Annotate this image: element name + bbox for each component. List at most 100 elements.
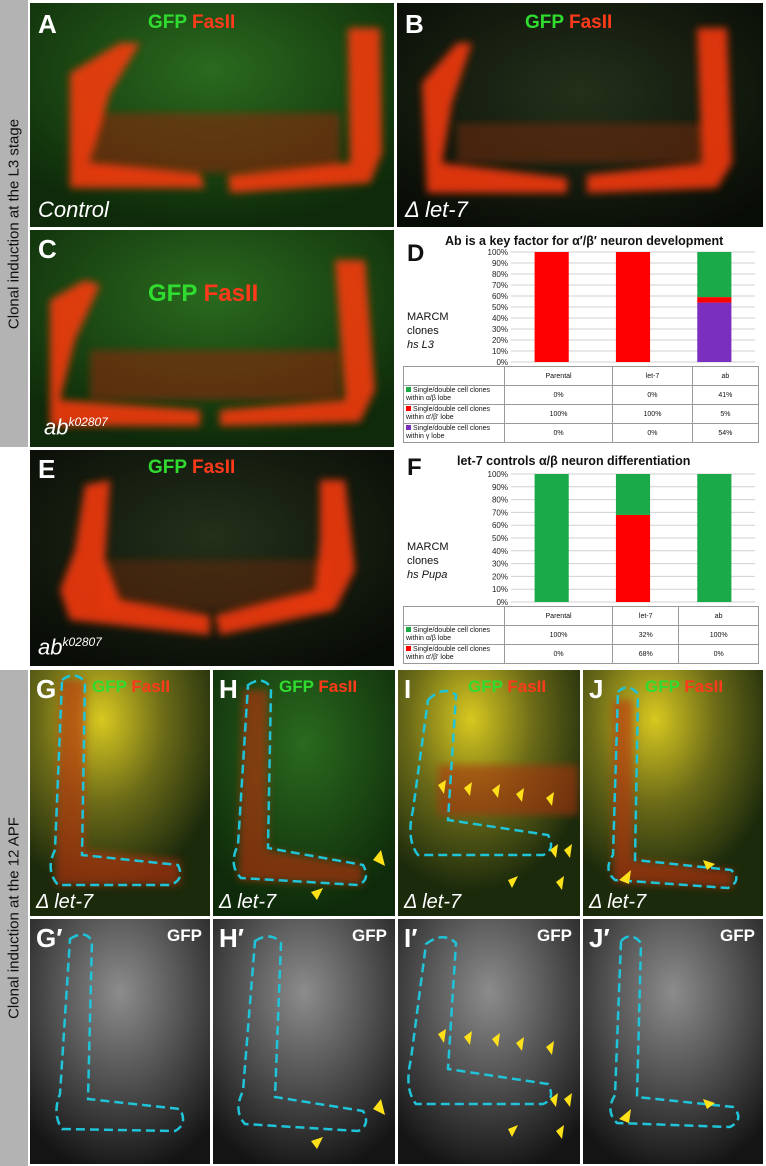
panel-label-j: J bbox=[589, 674, 604, 704]
y-tick-label: 50% bbox=[492, 534, 508, 543]
genotype-label-j: Δ let-7 bbox=[589, 891, 647, 913]
data-label: 0% bbox=[612, 423, 693, 443]
genotype-label-a: Control bbox=[38, 197, 109, 222]
stain-label-a: GFP FasII bbox=[148, 13, 235, 32]
chart-f-title: let-7 controls α/β neuron differentiatio… bbox=[457, 454, 691, 468]
chart-f: F let-7 controls α/β neuron differentiat… bbox=[397, 450, 763, 666]
data-label: 5% bbox=[691, 404, 760, 424]
stain-label-j: GFP FasII bbox=[645, 678, 723, 695]
bar-segment bbox=[534, 252, 569, 362]
chart-d-table: Parental let-7 ab Single/double cell clones… bbox=[403, 366, 760, 443]
arrowhead-icon bbox=[550, 1093, 558, 1107]
genotype-label-b: Δ let-7 bbox=[405, 197, 468, 222]
legend-entry: Single/double cell clones within α/β lob… bbox=[403, 385, 505, 405]
genotype-label-h: Δ let-7 bbox=[219, 891, 277, 913]
arrowhead-icon bbox=[564, 1093, 572, 1107]
table-row: Single/double cell clones within α′/β′ l… bbox=[403, 404, 760, 424]
panel-g-image: G GFP FasII Δ let-7 bbox=[30, 670, 210, 916]
arrowhead-icon bbox=[373, 1099, 385, 1115]
gfp-label: GFP bbox=[148, 280, 197, 307]
bar-segment bbox=[534, 474, 569, 602]
data-label: 0% bbox=[503, 644, 614, 664]
panel-e-image: E GFP FasII abk02807 bbox=[30, 450, 394, 666]
arrowhead-icon bbox=[516, 788, 524, 802]
gfp-label-j-prime: GFP bbox=[720, 926, 755, 945]
legend-label: Single/double cell clones within α/β lob… bbox=[406, 387, 491, 402]
arrowhead-icon bbox=[438, 1029, 446, 1043]
arrow-icon bbox=[619, 1109, 631, 1123]
y-tick-label: 30% bbox=[492, 325, 508, 334]
arrow-icon bbox=[703, 860, 715, 870]
genotype-label-i: Δ let-7 bbox=[404, 891, 462, 913]
y-tick-label: 20% bbox=[492, 336, 508, 345]
data-label: 32% bbox=[612, 625, 680, 645]
panel-label-j-prime: J′ bbox=[589, 923, 610, 953]
arrowhead-icon bbox=[373, 850, 385, 866]
ylabel-line: hs Pupa bbox=[407, 569, 448, 581]
fasii-label: FasII bbox=[203, 280, 259, 307]
chart-f-table: Parental let-7 ab Single/double cell clones… bbox=[403, 606, 759, 664]
side-label-12apf: Clonal induction at the 12 APF bbox=[0, 670, 28, 1166]
category-label: let-7 bbox=[612, 606, 680, 626]
data-label: 41% bbox=[691, 385, 760, 405]
panel-i-prime-image: I′ GFP bbox=[398, 919, 580, 1164]
y-tick-label: 10% bbox=[492, 347, 508, 356]
micrograph-c bbox=[30, 230, 394, 447]
genotype-label-e: abk02807 bbox=[38, 636, 102, 658]
stain-label-g: GFP FasII bbox=[92, 678, 170, 695]
panel-label-c: C bbox=[38, 234, 57, 264]
legend-entry: Single/double cell clones within α/β lob… bbox=[403, 625, 505, 645]
data-label: 0% bbox=[678, 644, 759, 664]
legend-label: Single/double cell clones within α′/β′ l… bbox=[406, 406, 491, 421]
stain-label-i: GFP FasII bbox=[468, 678, 546, 695]
panel-label-b: B bbox=[405, 9, 424, 39]
panel-label-g: G bbox=[36, 674, 57, 704]
micrograph-b bbox=[397, 3, 763, 227]
fasii-label: FasII bbox=[684, 677, 724, 696]
legend-entry: Single/double cell clones within γ lobe bbox=[403, 423, 505, 443]
bar-segment bbox=[697, 474, 732, 602]
table-row: Single/double cell clones within α′/β′ l… bbox=[403, 644, 759, 664]
gfp-label-h-prime: GFP bbox=[352, 926, 387, 945]
bar-segment bbox=[615, 474, 651, 515]
legend-entry: Single/double cell clones within α′/β′ l… bbox=[403, 644, 505, 664]
y-tick-label: 0% bbox=[496, 598, 508, 606]
data-label: 0% bbox=[503, 423, 614, 443]
y-tick-label: 30% bbox=[492, 560, 508, 569]
y-tick-label: 90% bbox=[492, 259, 508, 268]
table-row: Single/double cell clones within α/β lob… bbox=[403, 385, 760, 405]
chart-d-title: Ab is a key factor for α′/β′ neuron deve… bbox=[445, 234, 724, 248]
panel-label-g-prime: G′ bbox=[36, 923, 63, 953]
side-label-l3: Clonal induction at the L3 stage bbox=[0, 0, 28, 447]
micrograph-i bbox=[398, 670, 580, 916]
data-label: 0% bbox=[503, 385, 614, 405]
category-label: Parental bbox=[503, 606, 614, 626]
arrow-icon bbox=[703, 1099, 715, 1109]
micrograph-a bbox=[30, 3, 394, 227]
category-label: let-7 bbox=[612, 366, 693, 386]
micrograph-g-prime bbox=[30, 919, 210, 1164]
fasii-label: FasII bbox=[192, 12, 236, 33]
legend-entry: Single/double cell clones within α′/β′ l… bbox=[403, 404, 505, 424]
panel-i-image: I GFP FasII Δ let-7 bbox=[398, 670, 580, 916]
table-corner bbox=[403, 606, 505, 626]
genotype-base-c: ab bbox=[44, 414, 69, 440]
ylabel-line: clones bbox=[407, 325, 439, 337]
legend-label: Single/double cell clones within α′/β′ l… bbox=[406, 646, 491, 661]
panel-a-image: A GFP FasII Control bbox=[30, 3, 394, 227]
micrograph-i-prime bbox=[398, 919, 580, 1164]
arrowhead-icon bbox=[546, 1041, 554, 1055]
genotype-base-e: ab bbox=[38, 634, 63, 660]
gfp-label: GFP bbox=[279, 677, 314, 696]
stain-label-h: GFP FasII bbox=[279, 678, 357, 695]
panel-h-prime-image: H′ GFP bbox=[213, 919, 395, 1164]
y-tick-label: 10% bbox=[492, 585, 508, 594]
y-tick-label: 70% bbox=[492, 508, 508, 517]
bar-segment bbox=[697, 302, 732, 362]
legend-swatch bbox=[406, 387, 411, 392]
chart-d-plot: 0% 10% 20% 30% 40% 50% 60% 70% 80% 90% 100% bbox=[488, 248, 755, 366]
gfp-label: GFP bbox=[148, 12, 187, 33]
arrowhead-icon bbox=[508, 876, 518, 888]
arrowhead-icon bbox=[311, 1137, 323, 1149]
panel-h-image: H GFP FasII Δ let-7 bbox=[213, 670, 395, 916]
